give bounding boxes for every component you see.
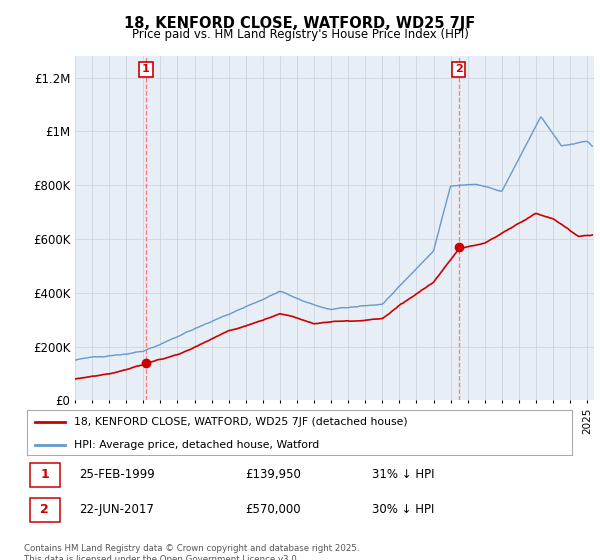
- Text: 1: 1: [142, 64, 150, 74]
- Text: 18, KENFORD CLOSE, WATFORD, WD25 7JF: 18, KENFORD CLOSE, WATFORD, WD25 7JF: [124, 16, 476, 31]
- Text: 31% ↓ HPI: 31% ↓ HPI: [372, 468, 434, 481]
- Text: HPI: Average price, detached house, Watford: HPI: Average price, detached house, Watf…: [74, 440, 319, 450]
- FancyBboxPatch shape: [29, 498, 60, 521]
- Text: 1: 1: [40, 468, 49, 481]
- Text: 2: 2: [455, 64, 463, 74]
- Text: 25-FEB-1999: 25-FEB-1999: [79, 468, 155, 481]
- Text: £570,000: £570,000: [245, 503, 301, 516]
- FancyBboxPatch shape: [29, 463, 60, 487]
- Text: Price paid vs. HM Land Registry's House Price Index (HPI): Price paid vs. HM Land Registry's House …: [131, 28, 469, 41]
- Text: 18, KENFORD CLOSE, WATFORD, WD25 7JF (detached house): 18, KENFORD CLOSE, WATFORD, WD25 7JF (de…: [74, 417, 407, 427]
- Text: 2: 2: [40, 503, 49, 516]
- Text: Contains HM Land Registry data © Crown copyright and database right 2025.
This d: Contains HM Land Registry data © Crown c…: [24, 544, 359, 560]
- Text: 30% ↓ HPI: 30% ↓ HPI: [372, 503, 434, 516]
- Text: £139,950: £139,950: [245, 468, 301, 481]
- FancyBboxPatch shape: [27, 410, 572, 455]
- Text: 22-JUN-2017: 22-JUN-2017: [79, 503, 154, 516]
